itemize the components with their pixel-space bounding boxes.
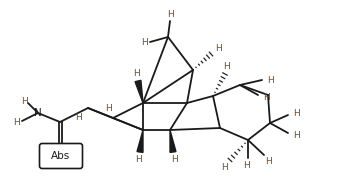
Text: H: H: [105, 103, 111, 113]
Text: H: H: [262, 92, 269, 102]
Text: H: H: [171, 155, 178, 164]
Text: H: H: [168, 9, 174, 18]
Text: H: H: [21, 97, 28, 105]
Polygon shape: [170, 130, 176, 152]
Text: H: H: [215, 44, 222, 52]
Text: H: H: [13, 118, 19, 126]
FancyBboxPatch shape: [40, 144, 83, 169]
Text: H: H: [243, 161, 249, 171]
Text: H: H: [133, 68, 140, 78]
Text: H: H: [267, 76, 273, 84]
Polygon shape: [135, 80, 143, 103]
Text: H: H: [224, 62, 230, 70]
Text: H: H: [293, 108, 299, 118]
Text: N: N: [34, 108, 42, 118]
Text: H: H: [136, 155, 142, 164]
Text: H: H: [265, 158, 271, 166]
Text: H: H: [293, 132, 299, 140]
Polygon shape: [137, 130, 143, 152]
Text: H: H: [75, 113, 82, 121]
Text: H: H: [141, 38, 147, 46]
Text: H: H: [221, 163, 227, 172]
Text: Abs: Abs: [51, 151, 71, 161]
